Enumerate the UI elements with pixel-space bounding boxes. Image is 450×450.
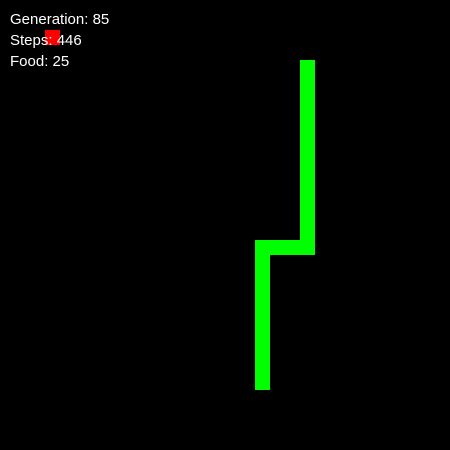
snake-segment <box>300 105 315 120</box>
snake-segment <box>300 165 315 180</box>
snake-segment <box>255 270 270 285</box>
snake-segment <box>255 330 270 345</box>
snake-segment <box>255 345 270 360</box>
snake-segment <box>300 75 315 90</box>
snake-segment <box>300 195 315 210</box>
snake-segment <box>300 150 315 165</box>
food-value: 25 <box>52 53 70 70</box>
generation-stat: Generation: 85 <box>10 9 109 30</box>
steps-label: Steps: <box>10 32 53 49</box>
snake-segment <box>300 225 315 240</box>
snake-segment <box>300 240 315 255</box>
snake-segment <box>255 375 270 390</box>
snake-segment <box>255 240 270 255</box>
snake-segment <box>255 255 270 270</box>
food-stat: Food: 25 <box>10 51 109 72</box>
snake-head <box>300 60 315 75</box>
snake-segment <box>285 240 300 255</box>
snake-segment <box>255 285 270 300</box>
snake-segment <box>300 120 315 135</box>
steps-value: 446 <box>56 32 82 49</box>
generation-value: 85 <box>92 11 110 28</box>
generation-label: Generation: <box>10 11 89 28</box>
snake-segment <box>300 135 315 150</box>
snake-segment <box>300 210 315 225</box>
snake-segment <box>255 300 270 315</box>
snake-segment <box>300 90 315 105</box>
food-pellet <box>45 30 60 45</box>
stats-panel: Generation: 85 Steps: 446 Food: 25 <box>10 9 109 72</box>
snake-segment <box>255 360 270 375</box>
snake-segment <box>270 240 285 255</box>
snake-segment <box>300 180 315 195</box>
food-label: Food: <box>10 53 49 70</box>
steps-stat: Steps: 446 <box>10 30 109 51</box>
snake-segment <box>255 315 270 330</box>
